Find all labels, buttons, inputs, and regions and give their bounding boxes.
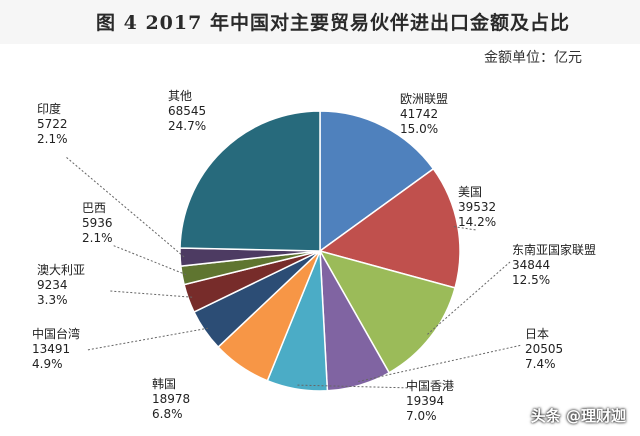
slice-label: 美国 39532 14.2% [458, 185, 496, 229]
slice-label: 欧洲联盟 41742 15.0% [400, 92, 448, 136]
pie-slice [318, 249, 456, 374]
slice-label: 韩国 18978 6.8% [152, 376, 190, 421]
watermark: 头条 @理财迦 [530, 407, 626, 425]
leader-line [297, 384, 414, 389]
pie-slice [318, 167, 461, 289]
slice-label: 巴西 5936 2.1% [82, 201, 113, 245]
chart-subtitle: 金额单位：亿元 [484, 50, 582, 66]
chart-title: 图 4 2017 年中国对主要贸易伙伴进出口金额及占比 [96, 12, 570, 34]
slice-label: 澳大利亚 9234 3.3% [37, 263, 85, 307]
leader-line [86, 327, 209, 351]
slice-label: 中国台湾 13491 4.9% [32, 326, 80, 371]
slice-label: 中国香港 19394 7.0% [406, 378, 454, 423]
leader-line [111, 244, 187, 276]
slice-label: 印度 5722 2.1% [37, 101, 68, 146]
slice-label: 东南亚国家联盟 34844 12.5% [512, 242, 596, 287]
pie-slice [179, 110, 321, 252]
slice-label: 日本 20505 7.4% [525, 327, 563, 371]
slice-label: 其他 68545 24.7% [168, 89, 206, 133]
pie-slice [319, 110, 435, 253]
title-bar [0, 0, 640, 44]
leader-line [65, 156, 185, 258]
leader-line [109, 290, 193, 298]
